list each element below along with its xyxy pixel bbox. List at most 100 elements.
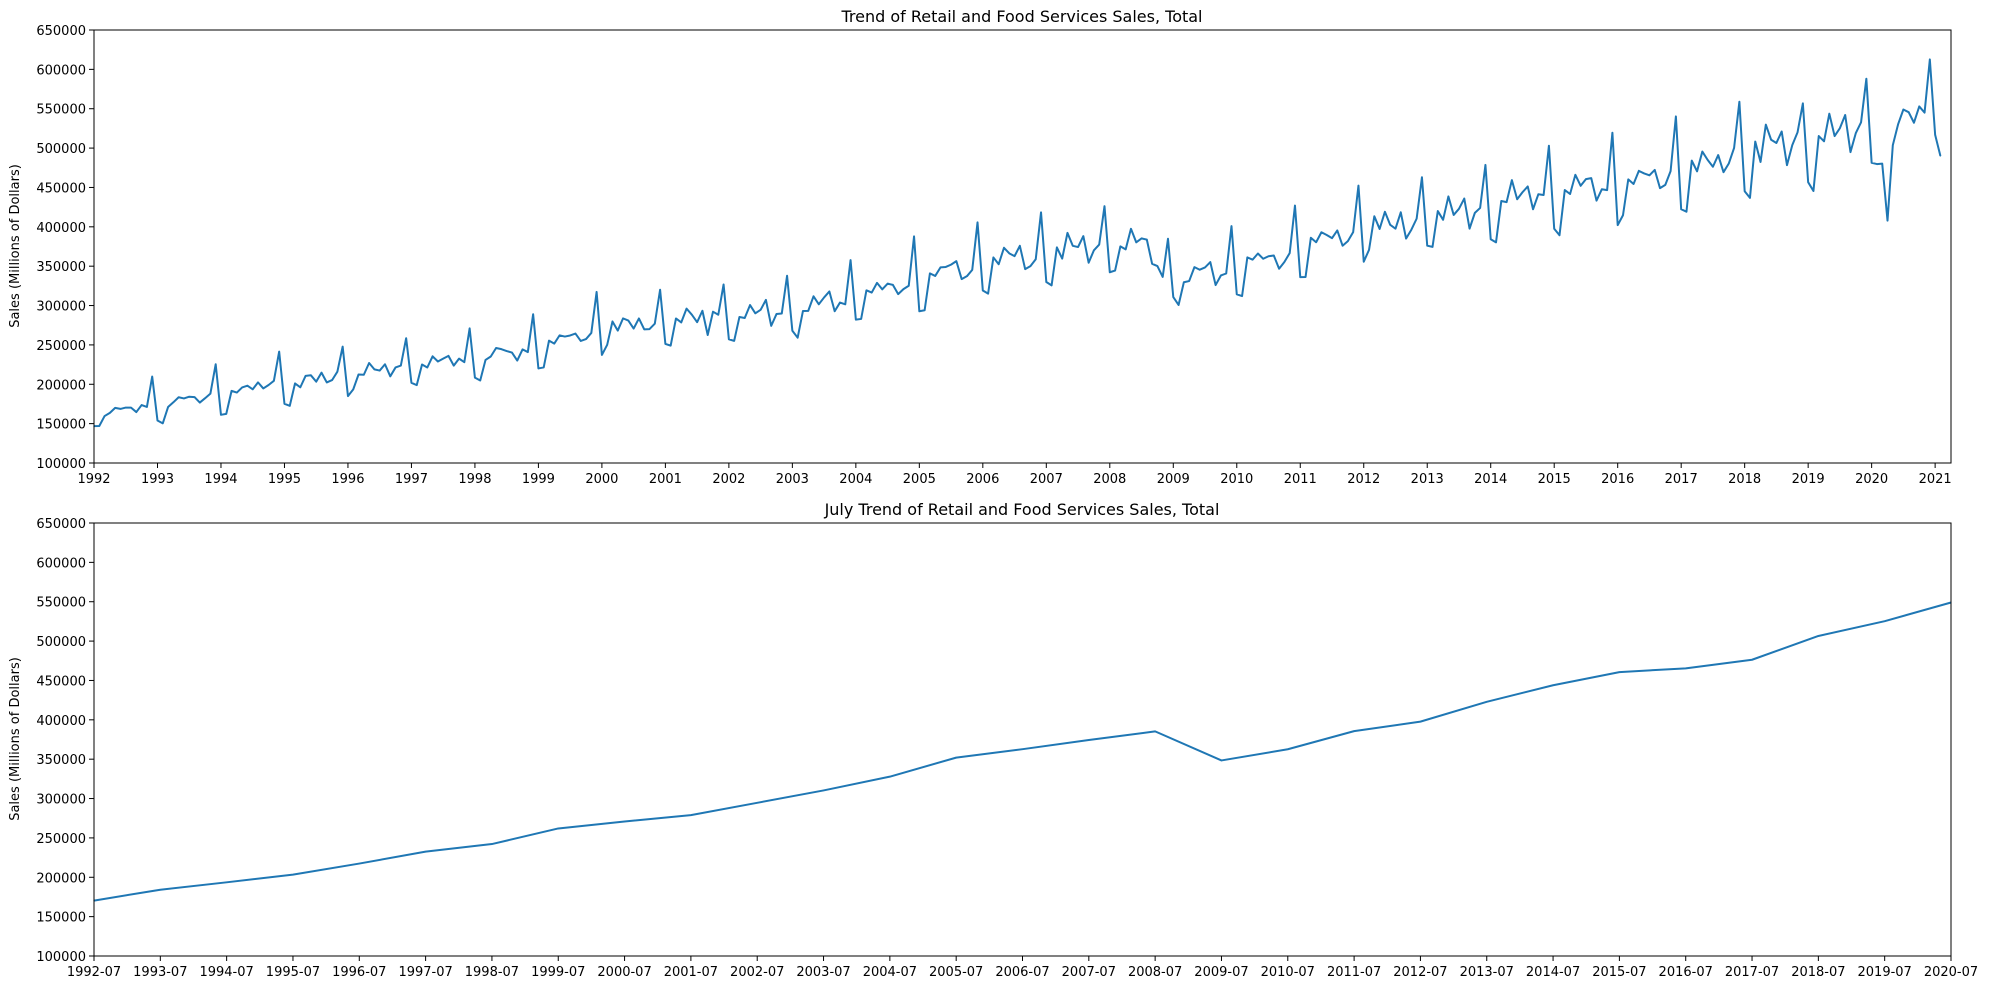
x-tick-label: 2005 (903, 472, 936, 487)
axes-frame (93, 522, 1952, 957)
data-point (1680, 208, 1682, 210)
data-point (537, 367, 540, 370)
data-point (257, 381, 259, 383)
data-point (1394, 228, 1397, 230)
data-point (1707, 159, 1709, 161)
data-point (358, 862, 360, 865)
x-tick-label: 2004-07 (863, 965, 917, 980)
data-point (855, 319, 857, 321)
data-point (929, 272, 931, 274)
data-point (1368, 249, 1370, 251)
data-point (1574, 174, 1576, 176)
data-point (1162, 276, 1164, 278)
data-point (1103, 205, 1106, 207)
data-point (241, 386, 243, 389)
data-point (1712, 166, 1714, 168)
data-point (1749, 197, 1751, 199)
data-point (1225, 272, 1227, 275)
data-point (1003, 247, 1005, 249)
x-tick-label: 2001 (649, 472, 682, 487)
data-point (1552, 684, 1554, 686)
series-line (93, 58, 1942, 428)
data-point (352, 388, 354, 390)
data-point (1834, 135, 1836, 137)
data-point (1336, 229, 1338, 232)
data-point (331, 379, 333, 381)
data-point (98, 425, 100, 427)
data-point (1701, 150, 1703, 153)
y-tick-label: 600000 (36, 556, 86, 571)
data-point (654, 323, 656, 325)
data-point (119, 408, 122, 410)
data-point (690, 814, 692, 816)
data-point (204, 397, 206, 399)
data-point (215, 363, 217, 365)
data-point (1670, 170, 1672, 172)
data-point (1024, 268, 1026, 270)
data-point (1527, 185, 1529, 188)
data-point (1035, 258, 1037, 260)
data-point (1532, 208, 1534, 210)
data-point (1453, 214, 1455, 216)
x-tick-label: 1994 (204, 472, 237, 487)
data-point (1468, 228, 1471, 230)
data-point (992, 256, 995, 259)
y-tick-label: 300000 (36, 793, 86, 808)
data-point (1379, 228, 1381, 230)
y-tick-label: 500000 (36, 142, 86, 157)
data-point (987, 293, 989, 295)
data-point (1802, 102, 1804, 104)
data-point (363, 374, 365, 376)
y-tick-label: 300000 (36, 300, 86, 315)
x-tick-label: 2002-07 (730, 965, 784, 980)
y-tick-label: 150000 (36, 911, 86, 926)
data-point (886, 283, 889, 285)
x-tick-label: 2017-07 (1725, 965, 1779, 980)
data-point (1172, 296, 1174, 298)
data-point (357, 373, 360, 376)
data-point (822, 789, 825, 792)
data-point (1638, 170, 1640, 172)
x-tick-label: 2009 (1157, 472, 1190, 487)
x-tick-label: 2001-07 (664, 965, 718, 980)
x-tick-label: 2002 (712, 472, 745, 487)
data-point (1246, 256, 1248, 258)
data-point (733, 340, 735, 342)
x-tick-label: 1999-07 (531, 965, 585, 980)
data-point (1093, 249, 1095, 251)
x-tick-label: 2018 (1728, 472, 1761, 487)
y-tick-label: 550000 (36, 596, 86, 611)
data-point (292, 874, 294, 876)
data-point (1458, 208, 1460, 210)
data-point (1744, 190, 1746, 192)
data-point (1125, 248, 1127, 251)
data-point (1156, 265, 1159, 267)
data-point (860, 318, 862, 320)
data-point (283, 403, 286, 405)
data-point (623, 820, 626, 823)
data-point (1505, 201, 1508, 203)
x-tick-label: 1997-07 (398, 965, 452, 980)
data-point (707, 334, 709, 336)
data-point (252, 388, 254, 390)
data-point (384, 363, 386, 365)
data-point (982, 289, 984, 292)
data-point (1442, 219, 1444, 221)
data-point (442, 358, 444, 360)
data-point (1913, 122, 1915, 124)
data-point (389, 375, 391, 377)
data-point (889, 776, 891, 778)
data-point (125, 406, 127, 409)
data-point (432, 355, 434, 357)
data-point (1618, 671, 1620, 673)
x-tick-label: 2000 (585, 472, 618, 487)
data-point (1908, 111, 1910, 113)
data-point (1061, 258, 1063, 260)
x-tick-label: 2008-07 (1128, 965, 1182, 980)
data-point (1384, 211, 1386, 213)
x-tick-label: 2020-07 (1924, 965, 1978, 980)
data-point (379, 369, 381, 372)
data-point (1632, 183, 1635, 185)
data-point (585, 338, 587, 340)
x-axis: 1992-07 1993-07 1994-07 1995-07 1996-07 1997-… (67, 956, 1978, 980)
